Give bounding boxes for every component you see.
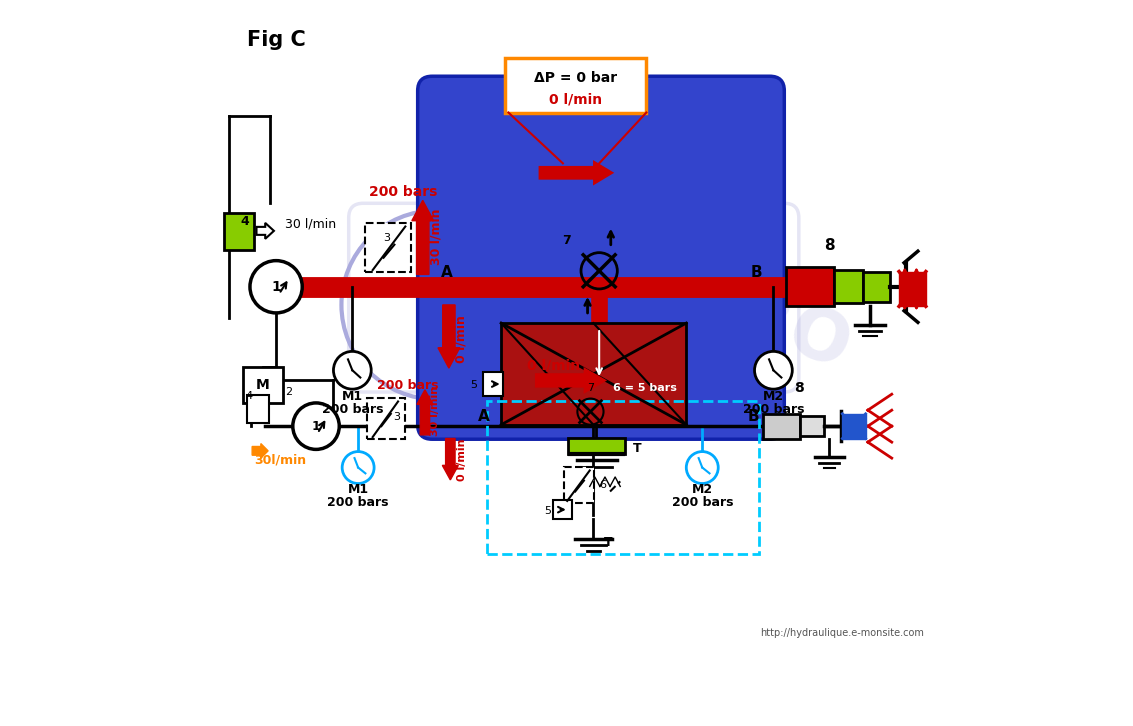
Bar: [483, 372, 503, 396]
Text: B: B: [751, 265, 763, 280]
Bar: [224, 213, 254, 250]
Text: A: A: [478, 409, 489, 424]
Text: 4: 4: [240, 215, 249, 228]
Text: 200 bars: 200 bars: [672, 496, 733, 509]
Text: 30 l/min: 30 l/min: [286, 217, 337, 230]
Text: 0 l/min: 0 l/min: [457, 439, 467, 481]
Text: T: T: [604, 536, 613, 549]
Circle shape: [333, 351, 372, 389]
Bar: [367, 398, 404, 439]
Bar: [786, 267, 834, 306]
Text: M2: M2: [763, 390, 784, 403]
Text: 0 l/min: 0 l/min: [454, 315, 468, 363]
Bar: [501, 323, 687, 425]
Text: M: M: [256, 378, 270, 392]
Text: 200 bars: 200 bars: [742, 403, 804, 416]
FancyArrow shape: [256, 223, 274, 239]
Text: B: B: [748, 409, 759, 424]
Text: 200 bars: 200 bars: [369, 184, 437, 199]
Circle shape: [687, 452, 718, 484]
Text: M1: M1: [342, 390, 363, 403]
Text: 200 bars: 200 bars: [377, 379, 438, 392]
FancyBboxPatch shape: [418, 76, 784, 439]
Bar: [553, 500, 571, 519]
Bar: [568, 438, 624, 454]
Text: 4: 4: [246, 391, 253, 401]
Text: M2: M2: [692, 483, 713, 496]
FancyArrow shape: [412, 200, 434, 274]
Bar: [365, 223, 411, 272]
Bar: [834, 270, 862, 303]
Text: 30 l/min: 30 l/min: [429, 208, 442, 265]
FancyArrow shape: [539, 162, 612, 184]
Circle shape: [292, 403, 339, 449]
Text: 30 l/min: 30 l/min: [431, 386, 440, 436]
FancyArrow shape: [438, 305, 460, 368]
Text: T: T: [633, 442, 642, 455]
Text: 1: 1: [312, 420, 321, 433]
Text: Fig C: Fig C: [247, 30, 306, 50]
Bar: [842, 414, 866, 439]
Circle shape: [250, 261, 303, 313]
Text: 7: 7: [562, 234, 571, 247]
Text: 200 bars: 200 bars: [327, 496, 389, 509]
Circle shape: [342, 452, 374, 484]
Bar: [244, 367, 283, 403]
Text: 5: 5: [470, 380, 477, 390]
Text: 30l/min: 30l/min: [255, 454, 307, 467]
Bar: [862, 272, 891, 302]
Text: 8: 8: [794, 381, 803, 396]
Text: 7: 7: [587, 383, 594, 393]
FancyArrow shape: [253, 444, 269, 458]
Text: 200 bars: 200 bars: [322, 403, 383, 416]
Text: http://hydraulique.e-monsite.com: http://hydraulique.e-monsite.com: [760, 628, 925, 638]
Text: 6: 6: [599, 480, 606, 490]
Text: 2: 2: [286, 387, 292, 397]
Text: 0 l/min: 0 l/min: [527, 358, 580, 372]
FancyArrow shape: [536, 369, 605, 392]
Text: A: A: [441, 265, 452, 280]
Text: 5: 5: [544, 506, 551, 516]
Bar: [487, 401, 759, 554]
Bar: [505, 58, 646, 113]
Bar: [563, 467, 594, 503]
Bar: [763, 414, 800, 439]
Bar: [898, 272, 926, 306]
Text: ©: ©: [408, 278, 463, 332]
Text: 6 = 5 bars: 6 = 5 bars: [613, 383, 676, 393]
Circle shape: [755, 351, 792, 389]
Text: 0 l/min: 0 l/min: [550, 92, 603, 107]
Text: 3: 3: [393, 412, 400, 422]
Text: M1: M1: [348, 483, 368, 496]
Text: ΔP = 0 bar: ΔP = 0 bar: [535, 71, 617, 86]
Text: 8: 8: [824, 238, 835, 253]
FancyArrow shape: [442, 439, 459, 480]
Text: 1: 1: [271, 280, 281, 294]
Text: 3: 3: [384, 233, 391, 243]
Bar: [247, 395, 269, 423]
Text: SEBHYDRO: SEBHYDRO: [418, 167, 861, 385]
FancyArrow shape: [417, 390, 433, 435]
Bar: [800, 416, 824, 436]
